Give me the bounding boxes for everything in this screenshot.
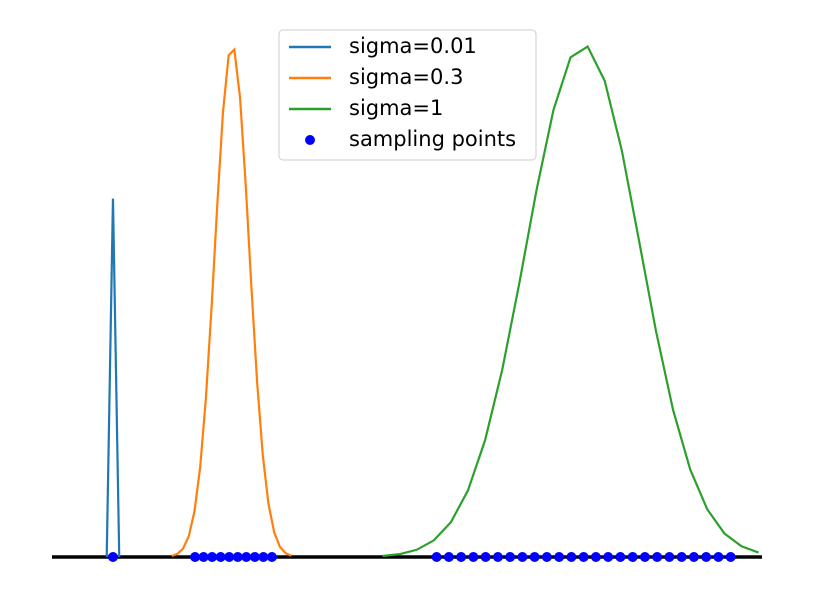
- sampling-point: [215, 552, 226, 562]
- sampling-point: [468, 552, 479, 562]
- sampling-point: [615, 552, 626, 562]
- sampling-point: [541, 552, 552, 562]
- sampling-point: [224, 552, 235, 562]
- sampling-point: [443, 552, 454, 562]
- sampling-point: [492, 552, 503, 562]
- sampling-point: [505, 552, 516, 562]
- legend-box: [278, 29, 537, 161]
- legend-label: sigma=1: [349, 96, 443, 120]
- curve: [171, 47, 292, 558]
- legend-label: sigma=0.01: [349, 34, 477, 58]
- sampling-point: [480, 552, 491, 562]
- sampling-point: [652, 552, 663, 562]
- legend-label: sampling points: [349, 127, 516, 151]
- curve: [382, 44, 759, 558]
- sampling-point: [676, 552, 687, 562]
- sampling-point: [664, 552, 675, 562]
- sampling-point: [232, 552, 243, 562]
- legend: sigma=0.01 sigma=0.3 sigma=1 sampling point…: [278, 29, 537, 161]
- sampling-point: [566, 552, 577, 562]
- sampling-point: [241, 552, 252, 562]
- legend-label: sigma=0.3: [349, 65, 463, 89]
- sampling-point: [431, 552, 442, 562]
- sampling-point: [258, 552, 269, 562]
- sampling-point: [627, 552, 638, 562]
- sampling-point: [590, 552, 601, 562]
- sampling-point: [207, 552, 218, 562]
- sampling-point: [701, 552, 712, 562]
- sampling-point: [198, 552, 209, 562]
- sampling-point: [688, 552, 699, 562]
- sampling-point: [578, 552, 589, 562]
- sampling-point: [554, 552, 565, 562]
- sampling-point: [517, 552, 528, 562]
- sampling-point: [190, 552, 201, 562]
- sampling-point: [107, 552, 118, 562]
- sampling-point: [249, 552, 260, 562]
- sampling-point: [725, 552, 736, 562]
- curve: [105, 198, 121, 558]
- sampling-point: [529, 552, 540, 562]
- sampling-point: [266, 552, 277, 562]
- legend-marker: [305, 135, 315, 145]
- sampling-point: [456, 552, 467, 562]
- sampling-point: [603, 552, 614, 562]
- sampling-point: [713, 552, 724, 562]
- sampling-point: [639, 552, 650, 562]
